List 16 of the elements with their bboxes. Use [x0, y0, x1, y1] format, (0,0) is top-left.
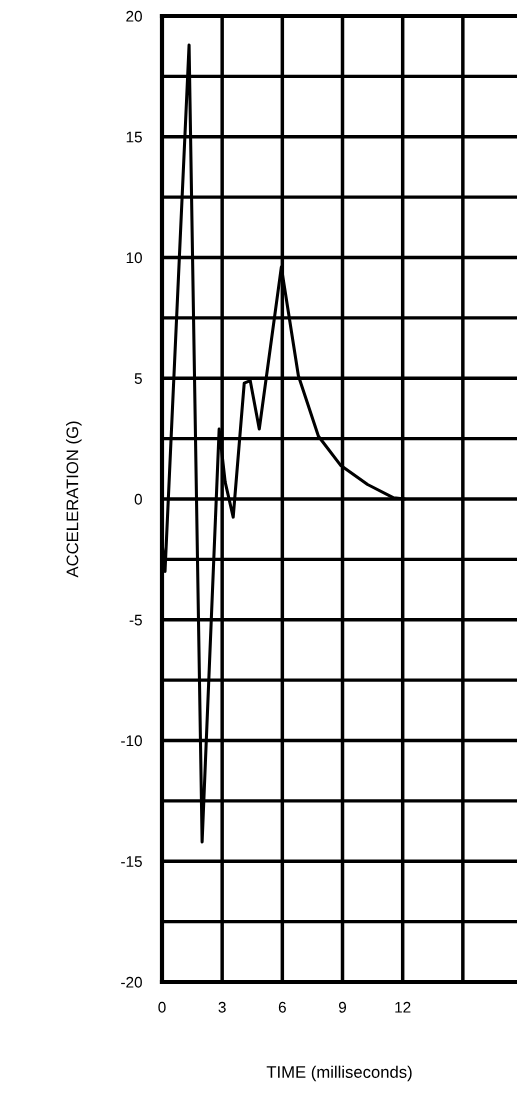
y-tick-label: -5 [129, 614, 142, 626]
x-tick-label: 0 [158, 1001, 166, 1013]
x-axis-title: TIME (milliseconds) [266, 1065, 412, 1082]
x-tick-label: 9 [338, 1001, 347, 1013]
x-tick-label: 3 [218, 1001, 226, 1013]
y-tick-label: -10 [121, 735, 142, 747]
x-tick-label: 6 [278, 1001, 286, 1013]
y-tick-label: -15 [121, 856, 142, 867]
y-tick-label: 5 [134, 373, 142, 384]
y-tick-label: 10 [126, 252, 142, 264]
y-axis-title: ACCELERATION (G) [66, 421, 82, 578]
y-tick-label: 20 [126, 10, 142, 22]
y-tick-label: 15 [126, 131, 142, 143]
y-tick-label: 0 [134, 493, 142, 505]
x-tick-label: 12 [395, 1001, 411, 1013]
y-tick-label: -20 [121, 976, 142, 988]
